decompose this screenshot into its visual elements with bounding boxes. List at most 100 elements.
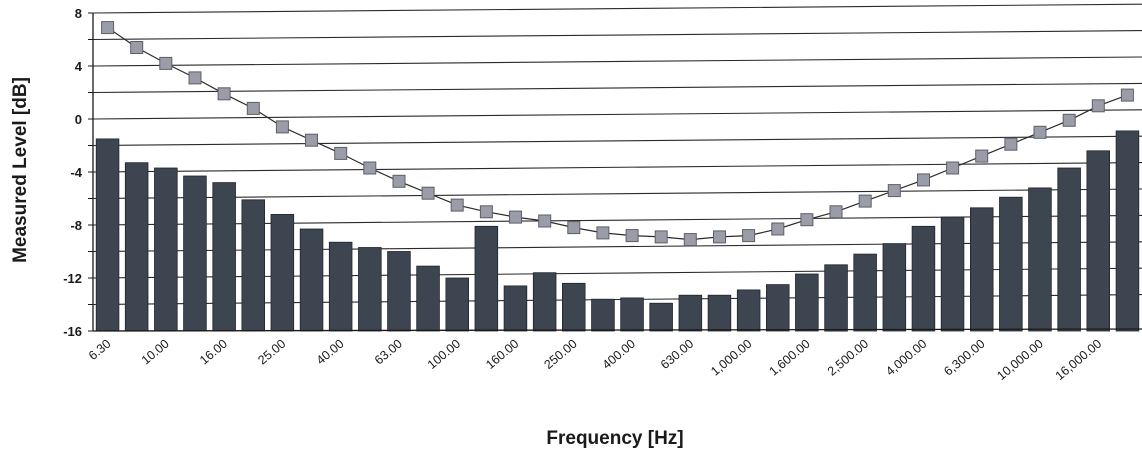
- line-point: [246, 101, 260, 115]
- grid-line: [92, 241, 1142, 253]
- bar: [940, 216, 965, 332]
- x-axis-title: Frequency [Hz]: [546, 428, 683, 449]
- grid-line: [92, 56, 1142, 67]
- line-point: [713, 230, 726, 244]
- grid-line: [92, 30, 1142, 41]
- bar: [416, 265, 440, 332]
- bar: [707, 294, 732, 332]
- y-axis-title: Measured Level [dB]: [10, 77, 31, 263]
- x-tick-labels: 6.30 10.00 16.00 25.00 40.00 63.00 100.00 160.0…: [86, 337, 1104, 384]
- x-tick-label: 16.00: [197, 337, 230, 368]
- y-tick-label: 8: [75, 6, 82, 21]
- bar: [503, 285, 528, 332]
- bar: [766, 284, 790, 332]
- grid-lines: [92, 3, 1142, 306]
- bar: [1115, 130, 1140, 332]
- line-point: [479, 205, 493, 219]
- y-tick-label: -12: [63, 271, 82, 286]
- bar: [911, 225, 936, 332]
- line-point: [509, 210, 522, 224]
- line-point: [217, 87, 231, 101]
- line-point: [130, 41, 144, 54]
- y-tick-label: 4: [75, 59, 83, 74]
- line-point: [771, 222, 785, 236]
- bar: [853, 253, 877, 332]
- line-point: [567, 221, 581, 235]
- y-tick-label: -8: [70, 218, 82, 233]
- x-tick-label: 25.00: [255, 337, 288, 368]
- grid-line: [92, 3, 1142, 14]
- bar: [1057, 167, 1081, 332]
- bar: [591, 298, 615, 332]
- bar: [620, 297, 644, 332]
- bar-series: [95, 130, 1140, 332]
- bar: [736, 289, 761, 332]
- line-point: [858, 194, 872, 208]
- line-point: [1033, 125, 1047, 139]
- grid-line: [92, 214, 1142, 226]
- line-point: [683, 233, 697, 247]
- line-point: [654, 230, 668, 244]
- line-point: [946, 161, 960, 175]
- x-tick-label: 16,000.00: [1053, 337, 1105, 384]
- bar: [95, 138, 120, 332]
- x-tick-label: 400.00: [600, 337, 638, 372]
- bar: [183, 175, 207, 332]
- line-point: [596, 226, 610, 240]
- line-point: [1062, 113, 1076, 127]
- axes: [88, 12, 1142, 332]
- bar: [445, 277, 469, 332]
- line-point: [392, 174, 406, 188]
- grid-line: [92, 188, 1142, 200]
- x-tick-label: 10.00: [139, 337, 172, 368]
- x-tick-label: 1,000.00: [708, 337, 754, 379]
- bar: [328, 241, 353, 332]
- x-tick-label: 63.00: [372, 337, 405, 368]
- line-point: [421, 186, 435, 200]
- bar: [999, 196, 1023, 332]
- x-tick-label: 6,300.00: [941, 337, 987, 379]
- line-point: [975, 149, 989, 163]
- x-tick-label: 100.00: [425, 337, 463, 372]
- bar: [358, 247, 382, 332]
- x-tick-label: 250.00: [541, 337, 579, 372]
- line-point: [800, 213, 814, 227]
- x-tick-label: 40.00: [314, 337, 347, 368]
- bar: [270, 213, 295, 332]
- line-point: [1004, 137, 1018, 151]
- y-tick-label: -16: [63, 324, 82, 339]
- grid-line: [92, 294, 1142, 306]
- bar: [124, 162, 149, 332]
- grid-line: [92, 135, 1142, 147]
- bar: [299, 228, 324, 332]
- line-point: [538, 214, 552, 228]
- grid-line: [92, 162, 1142, 173]
- bar: [824, 264, 848, 332]
- bar: [241, 199, 265, 332]
- line-point: [625, 229, 639, 243]
- grid-line: [92, 82, 1142, 94]
- y-tick-label: -4: [70, 165, 82, 180]
- x-tick-label: 6.30: [86, 337, 114, 363]
- x-tick-label: 630.00: [658, 337, 696, 372]
- x-tick-label: 1,600.00: [767, 337, 813, 379]
- x-axis: [92, 328, 1142, 332]
- bar: [562, 282, 586, 332]
- bar: [474, 225, 499, 332]
- line-point: [101, 21, 115, 35]
- line-point: [917, 173, 930, 187]
- bar: [678, 294, 703, 332]
- line-point: [829, 205, 843, 219]
- bar: [1028, 187, 1052, 332]
- line-point: [159, 56, 173, 70]
- bar: [970, 207, 994, 332]
- line-point: [305, 133, 318, 147]
- line-series: [101, 21, 1134, 247]
- line-point: [450, 198, 464, 212]
- bar: [154, 167, 178, 332]
- bar: [387, 251, 411, 332]
- line-point: [742, 229, 756, 243]
- bar: [649, 302, 673, 332]
- line-point: [1091, 99, 1105, 113]
